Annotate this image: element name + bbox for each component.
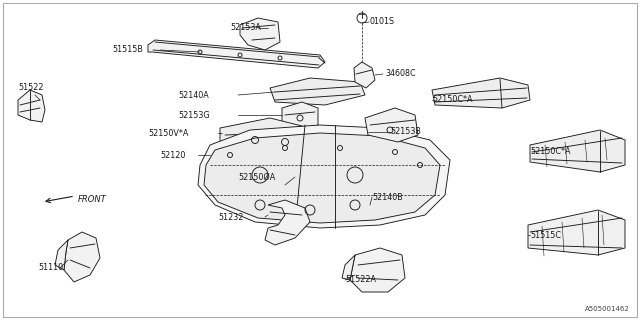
Polygon shape (240, 18, 280, 50)
Polygon shape (342, 255, 355, 280)
Text: 51232: 51232 (218, 212, 243, 221)
Text: 51522A: 51522A (345, 276, 376, 284)
Polygon shape (270, 78, 365, 105)
Text: 52153B: 52153B (390, 127, 421, 137)
Text: 52140B: 52140B (372, 193, 403, 202)
Polygon shape (528, 210, 625, 255)
Polygon shape (198, 125, 450, 228)
Polygon shape (282, 102, 318, 130)
Text: 52120: 52120 (160, 150, 186, 159)
Polygon shape (354, 62, 375, 88)
Polygon shape (432, 78, 530, 108)
Polygon shape (55, 240, 68, 270)
Text: A505001462: A505001462 (585, 306, 630, 312)
Text: 52150C*A: 52150C*A (432, 95, 472, 105)
Text: 52140A: 52140A (178, 91, 209, 100)
Text: 52153A: 52153A (230, 23, 261, 33)
Polygon shape (64, 232, 100, 282)
Text: 0101S: 0101S (370, 18, 395, 27)
Polygon shape (220, 118, 315, 158)
Polygon shape (350, 248, 405, 292)
Text: 34608C: 34608C (385, 69, 415, 78)
Polygon shape (18, 90, 45, 122)
Text: 51110: 51110 (38, 263, 63, 273)
Polygon shape (204, 133, 440, 223)
Text: 51515B: 51515B (112, 45, 143, 54)
Polygon shape (148, 40, 325, 68)
Text: 51522: 51522 (18, 84, 44, 92)
Text: 52150ØA: 52150ØA (238, 172, 275, 181)
Polygon shape (530, 130, 625, 172)
Text: 52150V*A: 52150V*A (148, 129, 188, 138)
Text: FRONT: FRONT (78, 196, 107, 204)
Text: 51515C: 51515C (530, 230, 561, 239)
Polygon shape (365, 108, 418, 142)
Text: 52150C*A: 52150C*A (530, 148, 570, 156)
Text: 52153G: 52153G (178, 110, 210, 119)
Polygon shape (265, 200, 310, 245)
